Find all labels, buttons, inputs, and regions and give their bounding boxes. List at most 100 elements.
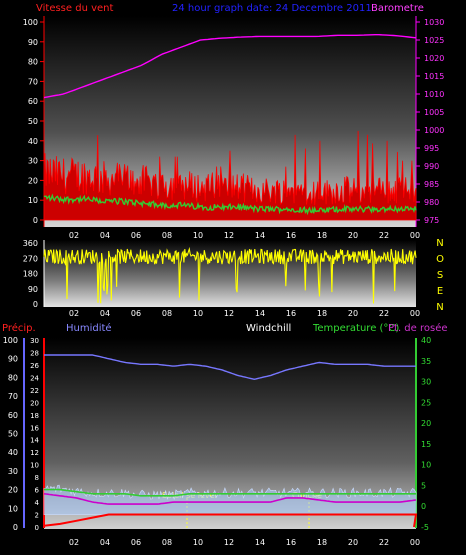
- x-tick-label: 02: [69, 538, 79, 547]
- temp-tick-label: 40: [421, 336, 431, 345]
- wind-speed-label: Vitesse du vent: [36, 3, 113, 14]
- direction-tick-label: 360: [23, 239, 38, 248]
- dewpoint-label: Pt. de rosée: [388, 322, 448, 334]
- precip-tick-label: 6: [35, 487, 40, 495]
- x-tick-label: 00: [410, 538, 420, 547]
- temperature-series: [44, 488, 416, 497]
- baro-tick-label: 1020: [424, 54, 444, 63]
- x-tick-label: 22: [379, 538, 389, 547]
- x-tick-label: 00: [410, 309, 420, 318]
- humidity-tick-label: 100: [3, 336, 18, 345]
- humidity-tick-label: 0: [13, 523, 18, 532]
- direction-tick-label: 180: [23, 270, 38, 279]
- humidity-label: Humidité: [66, 322, 112, 334]
- humidity-tick-label: 20: [8, 486, 18, 495]
- baro-tick-label: 980: [424, 198, 439, 207]
- baro-tick-label: 1015: [424, 72, 444, 81]
- humidity-series: [44, 354, 416, 381]
- windchill-label: Windchill: [246, 323, 291, 334]
- precip-tick-label: 22: [30, 387, 39, 395]
- wind-tick-label: 20: [28, 176, 38, 185]
- x-tick-label: 20: [348, 231, 358, 240]
- baro-tick-label: 990: [424, 162, 439, 171]
- humidity-tick-label: 50: [8, 430, 18, 439]
- x-tick-label: 12: [224, 231, 234, 240]
- wind-gust-series: [43, 130, 417, 221]
- precip-tick-label: 28: [30, 349, 39, 357]
- x-tick-label: 08: [162, 231, 172, 240]
- precip-tick-label: 30: [30, 337, 39, 345]
- precip-tick-label: 2: [35, 512, 39, 520]
- wind-direction-series: [43, 246, 417, 304]
- precip-label: Précip.: [2, 322, 36, 334]
- temp-tick-label: 0: [421, 502, 426, 511]
- temp-tick-label: 20: [421, 419, 431, 428]
- temperature-label: Temperature (°C): [312, 323, 399, 334]
- dewpoint-series: [43, 493, 417, 505]
- x-tick-label: 22: [379, 231, 389, 240]
- compass-label: O: [436, 254, 444, 265]
- baro-tick-label: 1010: [424, 90, 444, 99]
- chart-title: 24 hour graph date: 24 Decembre 2011: [172, 3, 372, 14]
- temp-tick-label: 30: [421, 378, 431, 387]
- wind-tick-label: 0: [33, 216, 38, 225]
- baro-tick-label: 995: [424, 144, 439, 153]
- wind-tick-label: 60: [28, 97, 38, 106]
- precip-tick-label: 12: [30, 449, 39, 457]
- barometer-label: Barometre: [371, 3, 424, 14]
- x-tick-label: 04: [100, 538, 110, 547]
- precip-tick-label: 18: [30, 412, 39, 420]
- wind-tick-label: 30: [28, 157, 38, 166]
- wind-tick-label: 50: [28, 117, 38, 126]
- x-tick-label: 16: [286, 309, 296, 318]
- temp-tick-label: 35: [421, 357, 431, 366]
- humidity-tick-label: 10: [8, 504, 18, 513]
- wind-tick-label: 100: [23, 18, 38, 27]
- precip-tick-label: 4: [35, 499, 40, 507]
- temp-tick-label: 25: [421, 398, 431, 407]
- x-tick-label: 14: [255, 231, 265, 240]
- x-tick-label: 06: [131, 231, 141, 240]
- temp-tick-label: -5: [421, 523, 429, 532]
- temp-tick-label: 5: [421, 481, 426, 490]
- direction-tick-label: 0: [33, 300, 38, 309]
- baro-tick-label: 1030: [424, 18, 444, 27]
- x-tick-label: 18: [317, 538, 327, 547]
- precip-tick-label: 0: [35, 524, 39, 532]
- x-tick-label: 16: [286, 538, 296, 547]
- temp-tick-label: 10: [421, 461, 431, 470]
- x-tick-label: 04: [100, 231, 110, 240]
- x-tick-label: 12: [224, 538, 234, 547]
- x-tick-label: 06: [131, 538, 141, 547]
- baro-tick-label: 975: [424, 216, 439, 225]
- x-tick-label: 02: [69, 309, 79, 318]
- precip-tick-label: 26: [30, 362, 39, 370]
- x-tick-label: 04: [100, 309, 110, 318]
- direction-tick-label: 90: [28, 285, 38, 294]
- x-tick-label: 22: [379, 309, 389, 318]
- x-tick-label: 18: [317, 309, 327, 318]
- x-tick-label: 16: [286, 231, 296, 240]
- x-tick-label: 10: [193, 538, 203, 547]
- temp-tick-label: 15: [421, 440, 431, 449]
- humidity-tick-label: 80: [8, 373, 18, 382]
- baro-tick-label: 1005: [424, 108, 444, 117]
- wind-tick-label: 70: [28, 77, 38, 86]
- x-tick-label: 06: [131, 309, 141, 318]
- x-tick-label: 12: [224, 309, 234, 318]
- barometer-series: [43, 34, 417, 99]
- wind-tick-label: 80: [28, 58, 38, 67]
- precip-tick-label: 24: [30, 374, 39, 382]
- x-tick-label: 10: [193, 309, 203, 318]
- compass-label: E: [437, 286, 443, 297]
- precip-tick-label: 20: [30, 399, 39, 407]
- compass-label: N: [436, 238, 443, 249]
- precip-series: [43, 513, 418, 528]
- baro-tick-label: 985: [424, 180, 439, 189]
- x-tick-label: 14: [255, 309, 265, 318]
- x-tick-label: 20: [348, 309, 358, 318]
- baro-tick-label: 1000: [424, 126, 444, 135]
- humidity-tick-label: 30: [8, 467, 18, 476]
